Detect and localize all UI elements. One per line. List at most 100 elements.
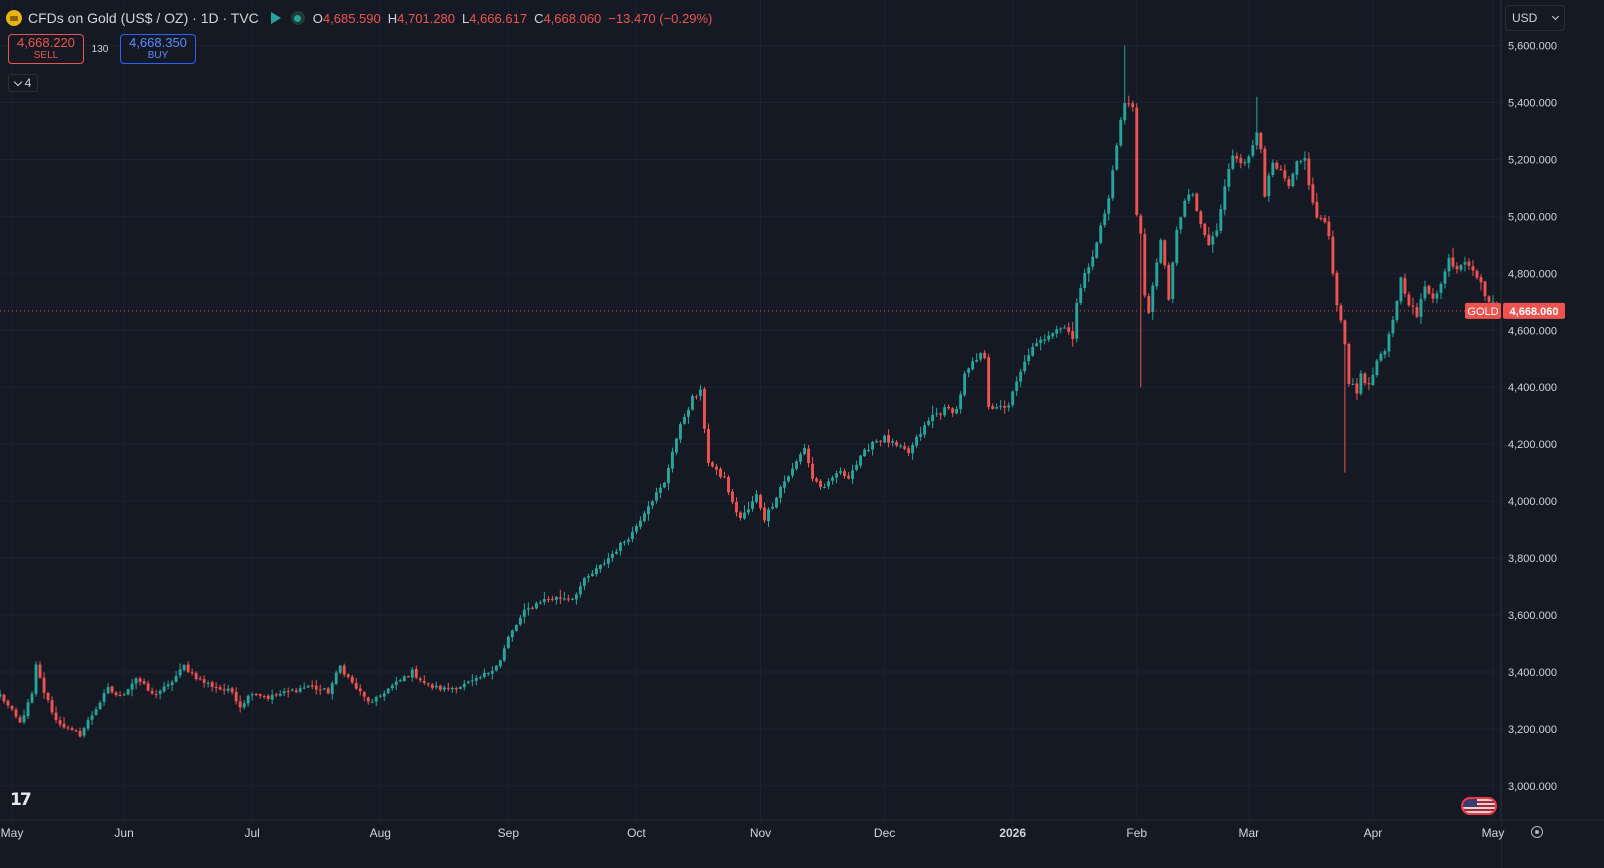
candle-body — [202, 679, 206, 683]
candle-body — [474, 677, 478, 681]
last-price-symbol: GOLD — [1467, 306, 1498, 318]
candle-body — [703, 388, 706, 429]
candle-body — [935, 413, 939, 415]
us-flag-icon[interactable] — [1461, 797, 1497, 815]
candle-body — [634, 525, 638, 532]
candle-body — [999, 406, 1003, 408]
sell-label: SELL — [33, 50, 59, 61]
candle-body — [0, 693, 2, 697]
candle-body — [618, 542, 622, 551]
time-tick-label: Jul — [244, 826, 259, 840]
candle-body — [218, 687, 222, 690]
candle-body — [1303, 158, 1307, 161]
candle-body — [979, 353, 983, 360]
candle-body — [1279, 169, 1283, 171]
candle-body — [254, 694, 258, 696]
candle-body — [1015, 381, 1019, 391]
candle-body — [466, 681, 470, 683]
candle-body — [410, 669, 414, 678]
candle-body — [322, 688, 326, 690]
candle-body — [274, 694, 278, 696]
candle-body — [883, 435, 887, 443]
candle-body — [871, 441, 875, 450]
candle-body — [1051, 333, 1055, 337]
candle-body — [166, 684, 170, 687]
candle-body — [823, 487, 826, 489]
candle-body — [1147, 296, 1151, 313]
candle-body — [1059, 328, 1063, 330]
candle-body — [831, 477, 834, 481]
candle-body — [486, 672, 490, 674]
candle-body — [430, 684, 434, 688]
buy-button[interactable]: 4,668.350 BUY — [120, 34, 196, 64]
candle-body — [675, 438, 678, 453]
gear-icon[interactable] — [1531, 826, 1543, 838]
candle-body — [30, 693, 34, 703]
candle-body — [126, 689, 130, 695]
candle-body — [446, 687, 450, 689]
sell-button[interactable]: 4,668.220 SELL — [8, 34, 84, 64]
candle-body — [1183, 200, 1187, 217]
time-tick-label: Mar — [1238, 826, 1259, 840]
price-tick-label: 4,800.000 — [1508, 268, 1557, 280]
price-axis-pane[interactable] — [1501, 0, 1604, 868]
candle-body — [1207, 234, 1211, 246]
candle-body — [751, 501, 754, 509]
candle-body — [1399, 277, 1403, 302]
candle-body — [1479, 277, 1483, 283]
time-tick-label: Apr — [1364, 826, 1383, 840]
candle-body — [26, 702, 30, 717]
candle-body — [1487, 296, 1491, 302]
candle-body — [1391, 319, 1395, 334]
candle-body — [963, 373, 967, 395]
currency-select[interactable]: USD — [1505, 5, 1565, 31]
candle-body — [687, 409, 690, 417]
candle-body — [1171, 262, 1175, 299]
candle-body — [162, 686, 166, 692]
time-tick-label: Oct — [627, 826, 646, 840]
candle-body — [895, 442, 899, 446]
candle-body — [759, 494, 762, 509]
symbol-legend[interactable]: CFDs on Gold (US$ / OZ) · 1D · TVC O4,68… — [6, 8, 712, 28]
candle-body — [1415, 306, 1419, 317]
price-tick-label: 5,600.000 — [1508, 41, 1557, 53]
candle-body — [1323, 217, 1327, 223]
indicators-toggle-button[interactable]: 4 — [8, 74, 38, 92]
candle-body — [646, 506, 650, 515]
candle-body — [102, 693, 106, 702]
candle-body — [803, 448, 806, 455]
candle-body — [294, 690, 298, 693]
candle-body — [90, 715, 94, 720]
candle-body — [1223, 186, 1227, 210]
candle-body — [875, 441, 879, 443]
candle-body — [715, 466, 718, 470]
candle-body — [106, 687, 110, 694]
candle-body — [1091, 256, 1095, 267]
candle-body — [498, 660, 502, 667]
time-axis-pane[interactable] — [0, 820, 1501, 868]
candle-body — [1347, 343, 1351, 384]
candle-body — [1299, 161, 1303, 163]
symbol-title[interactable]: CFDs on Gold (US$ / OZ) · 1D · TVC — [28, 10, 259, 26]
candle-body — [206, 682, 210, 684]
candle-body — [1087, 267, 1091, 274]
candle-body — [1267, 175, 1271, 197]
time-tick-label: May — [1482, 826, 1505, 840]
candle-body — [258, 694, 262, 696]
candle-body — [671, 451, 674, 469]
candle-body — [46, 692, 50, 700]
candle-body — [654, 492, 658, 501]
candle-body — [1327, 221, 1331, 237]
candle-body — [490, 670, 494, 674]
time-tick-label: Nov — [750, 826, 771, 840]
flag-icon[interactable] — [270, 12, 281, 24]
candle-body — [1435, 293, 1439, 299]
candle-body — [306, 686, 310, 688]
candle-body — [34, 664, 38, 694]
candle-body — [1311, 184, 1315, 203]
candle-body — [903, 446, 907, 449]
market-status-icon[interactable] — [290, 11, 305, 25]
tradingview-logo[interactable]: 17 — [10, 790, 32, 810]
candle-body — [1031, 346, 1035, 356]
